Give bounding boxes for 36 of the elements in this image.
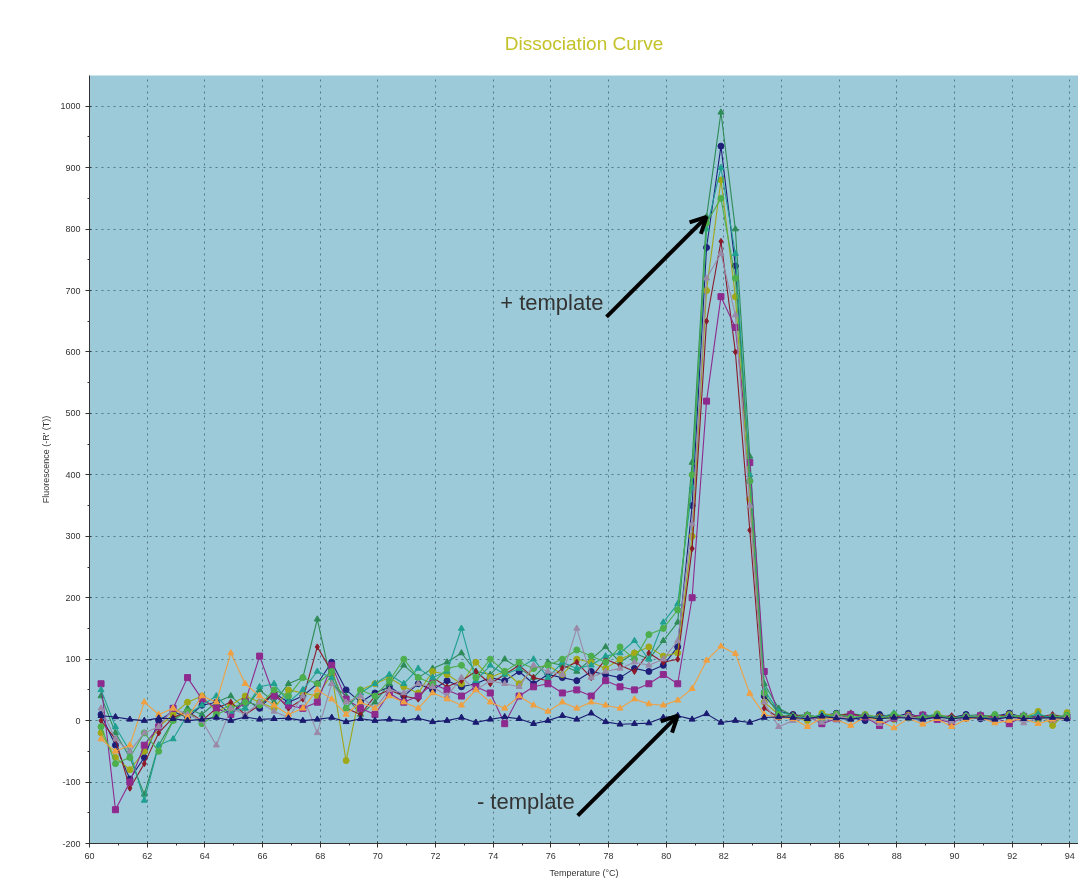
y-tick-label: 400 (65, 469, 81, 480)
x-tick-label: 66 (257, 850, 268, 861)
x-tick-label: 78 (603, 850, 614, 861)
x-tick-label: 94 (1064, 850, 1075, 861)
y-tick-label: 100 (65, 654, 81, 665)
annotation: - template (476, 789, 575, 815)
y-axis-title: Fluorescence (-R' (T)) (41, 415, 52, 504)
x-tick-label: 74 (488, 850, 499, 861)
x-tick-label: 92 (1007, 850, 1018, 861)
y-tick-label: 700 (65, 285, 81, 296)
x-tick-label: 70 (372, 850, 383, 861)
chart-title: Dissociation Curve (504, 32, 664, 54)
y-tick-label: 600 (65, 346, 81, 357)
x-tick-label: 82 (718, 850, 729, 861)
y-tick-label: 900 (65, 162, 81, 173)
y-tick-label: 300 (65, 531, 81, 542)
annotation: + template (500, 290, 604, 316)
x-tick-label: 88 (891, 850, 902, 861)
x-tick-label: 72 (430, 850, 441, 861)
y-tick-label: 1000 (60, 101, 81, 112)
x-tick-label: 90 (949, 850, 960, 861)
x-tick-label: 76 (545, 850, 556, 861)
y-tick-label: 800 (65, 224, 81, 235)
x-tick-label: 64 (199, 850, 210, 861)
x-tick-label: 62 (142, 850, 153, 861)
y-tick-label: 200 (65, 592, 81, 603)
x-tick-label: 80 (661, 850, 672, 861)
y-tick-label: 500 (65, 408, 81, 419)
y-tick-label: 0 (75, 715, 81, 726)
y-tick-label: -100 (62, 777, 81, 788)
x-tick-label: 60 (84, 850, 95, 861)
x-tick-label: 84 (776, 850, 787, 861)
y-tick-label: -200 (62, 838, 81, 849)
x-tick-label: 86 (834, 850, 845, 861)
x-axis-title: Temperature (°C) (549, 867, 619, 878)
x-tick-label: 68 (315, 850, 326, 861)
